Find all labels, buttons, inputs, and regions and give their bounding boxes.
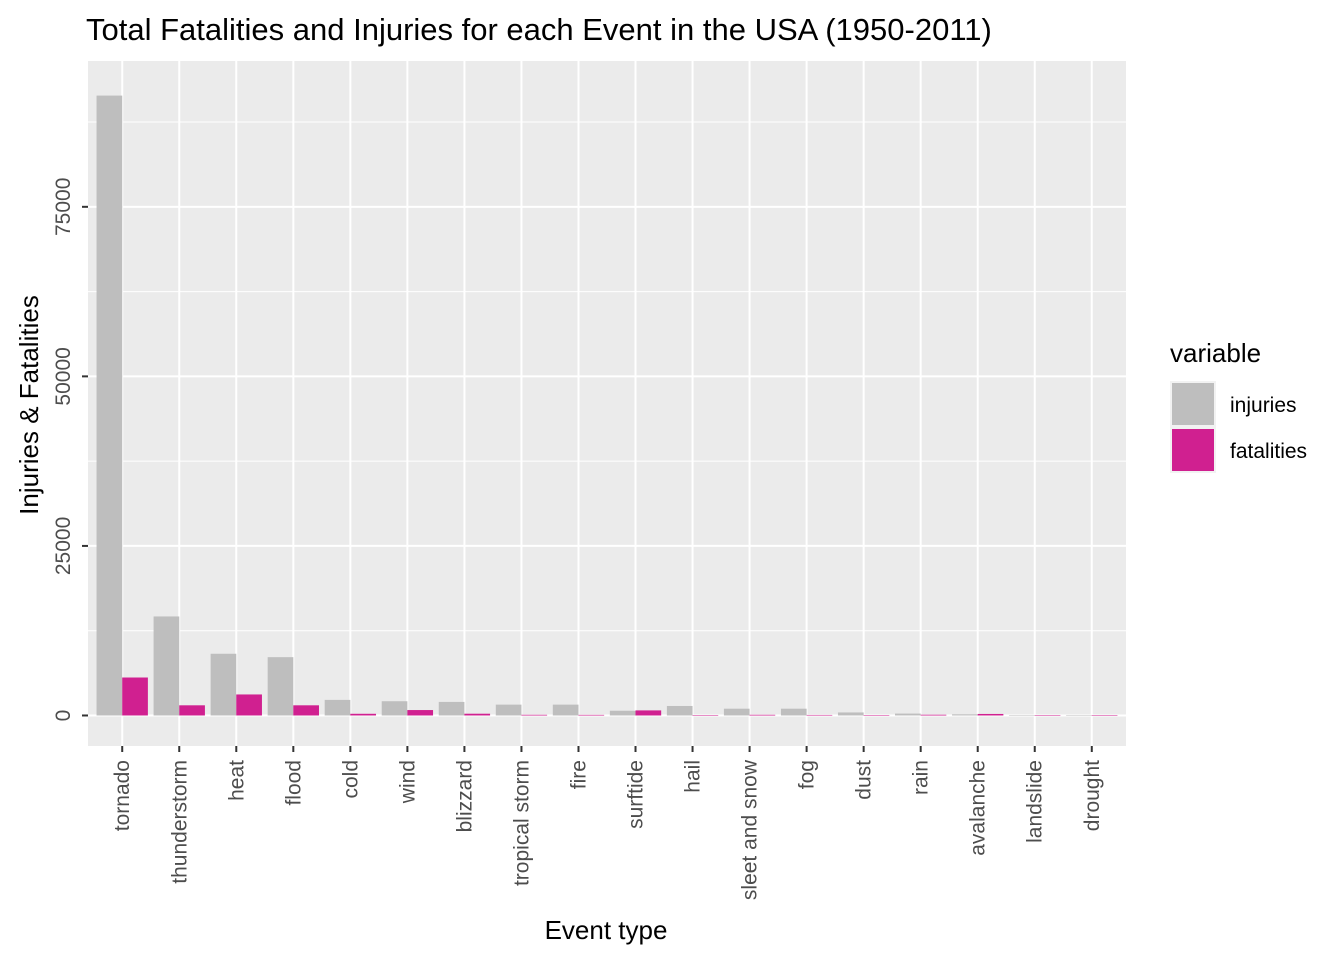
bar-injuries-flood: [267, 657, 294, 716]
bar-injuries-fog: [780, 708, 807, 716]
x-tick-label: tropical storm: [510, 760, 533, 886]
bar-fatalities-fire: [578, 714, 605, 716]
bar-injuries-dust: [837, 712, 864, 716]
x-tick-label: cold: [339, 760, 362, 799]
bar-fatalities-flood: [293, 705, 319, 716]
bar-injuries-rain: [895, 713, 921, 716]
bar-fatalities-thunderstorm: [179, 705, 205, 716]
bar-injuries-fire: [552, 704, 579, 716]
bar-fatalities-surftide: [635, 710, 662, 716]
y-axis: 0 25000 50000 75000: [52, 178, 88, 722]
bar-fatalities-wind: [407, 710, 434, 716]
x-tick-label: blizzard: [453, 760, 476, 832]
bar-injuries-tropical-storm: [495, 704, 522, 716]
x-tick-label: sleet and snow: [739, 759, 762, 900]
x-tick-label: thunderstorm: [168, 760, 191, 884]
bar-fatalities-dust: [863, 715, 890, 716]
y-tick-label: 75000: [52, 178, 75, 236]
bar-injuries-avalanche: [952, 714, 978, 716]
bar-fatalities-drought: [1091, 715, 1118, 716]
bar-fatalities-cold: [350, 713, 377, 716]
x-tick-label: avalanche: [967, 760, 990, 856]
x-tick-label: hail: [682, 760, 705, 793]
bar-injuries-wind: [381, 701, 408, 716]
bar-fatalities-hail: [692, 715, 719, 716]
x-tick-label: fog: [796, 760, 819, 789]
bars: [96, 95, 1118, 716]
bar-injuries-heat: [210, 653, 237, 716]
x-tick-label: tornado: [111, 760, 134, 831]
legend-swatch-fatalities: [1172, 429, 1214, 471]
bar-fatalities-rain: [920, 714, 947, 716]
bar-injuries-tornado: [96, 95, 123, 716]
y-axis-title: Injuries & Fatalities: [14, 295, 44, 515]
plot-panel: [88, 61, 1126, 746]
bar-injuries-drought: [1066, 715, 1092, 716]
y-tick-label: 0: [52, 710, 75, 722]
y-tick-label: 50000: [52, 347, 75, 405]
bar-fatalities-blizzard: [464, 713, 491, 716]
bar-injuries-landslide: [1009, 715, 1035, 716]
x-tick-label: surftide: [625, 760, 648, 829]
grid-major: [88, 61, 1126, 746]
bar-fatalities-fog: [806, 714, 833, 716]
bar-injuries-thunderstorm: [153, 616, 180, 716]
bar-injuries-sleet-and-snow: [723, 708, 750, 716]
bar-fatalities-avalanche: [977, 713, 1004, 716]
bar-fatalities-tropical-storm: [521, 714, 548, 716]
x-tick-label: dust: [853, 760, 876, 800]
legend-items: injuries fatalities: [1170, 381, 1307, 473]
x-axis: tornado thunderstorm heat flood cold wind bliz…: [111, 746, 1104, 900]
x-axis-title: Event type: [545, 915, 668, 945]
x-tick-label: flood: [282, 760, 305, 806]
legend-label-fatalities: fatalities: [1230, 440, 1307, 463]
x-tick-label: landslide: [1024, 760, 1047, 843]
bar-fatalities-tornado: [122, 677, 148, 716]
chart-title: Total Fatalities and Injuries for each E…: [86, 12, 992, 47]
bar-injuries-cold: [324, 699, 351, 716]
x-tick-label: heat: [225, 760, 248, 801]
bar-fatalities-heat: [236, 694, 262, 716]
bar-injuries-blizzard: [438, 701, 465, 716]
x-tick-label: wind: [396, 760, 419, 804]
legend-swatch-injuries: [1172, 383, 1214, 425]
bar-injuries-hail: [666, 705, 693, 716]
bar-fatalities-sleet-and-snow: [749, 714, 776, 716]
bar-injuries-surftide: [609, 710, 636, 716]
legend: variable injuries fatalities: [1170, 338, 1307, 473]
legend-title: variable: [1170, 338, 1261, 368]
grid-minor: [88, 121, 1126, 632]
x-tick-label: rain: [910, 760, 933, 795]
x-tick-label: drought: [1081, 760, 1104, 831]
x-tick-label: fire: [567, 760, 590, 789]
y-tick-label: 25000: [52, 517, 75, 575]
bar-fatalities-landslide: [1034, 715, 1061, 716]
legend-label-injuries: injuries: [1230, 394, 1297, 417]
